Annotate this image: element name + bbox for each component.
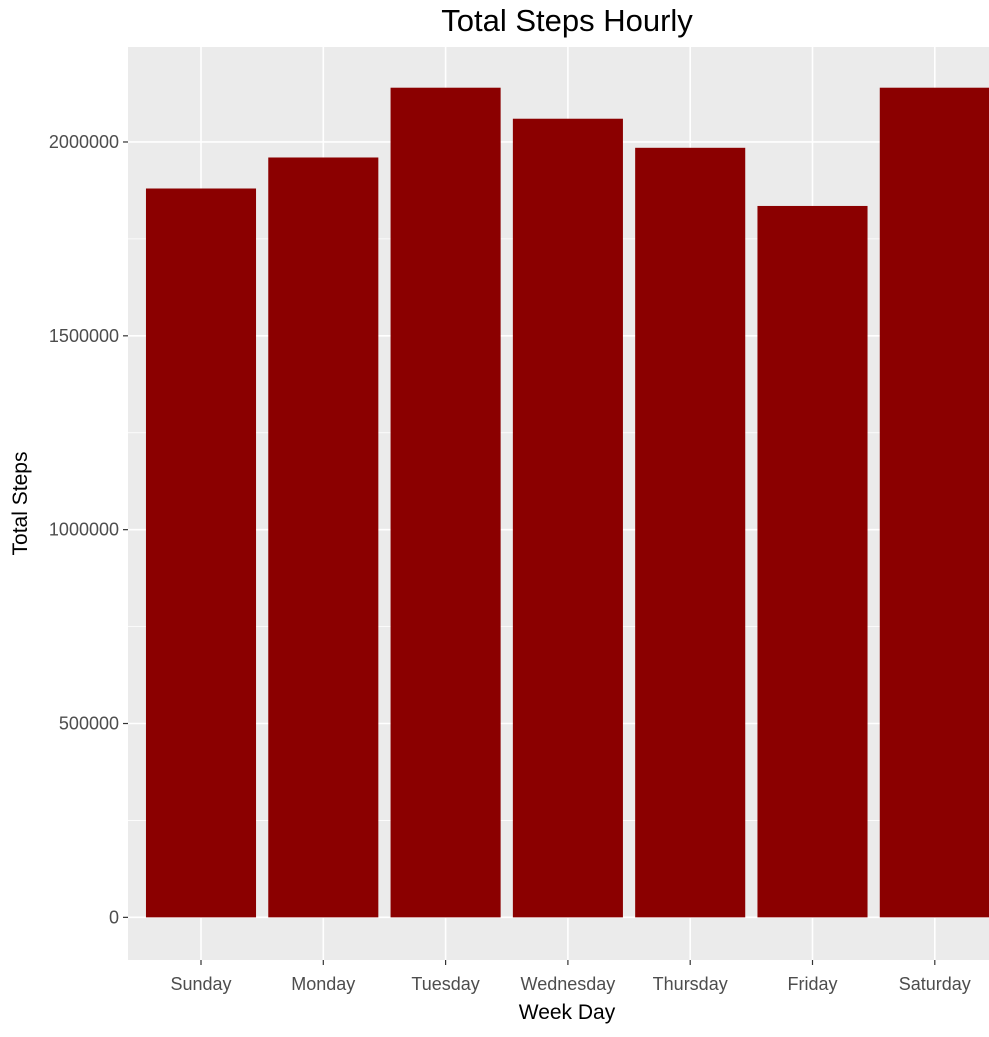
bar-tuesday bbox=[390, 87, 501, 918]
y-tick-label: 2000000 bbox=[49, 132, 119, 152]
x-tick-label: Friday bbox=[787, 974, 837, 994]
y-axis: 0 500000 1000000 1500000 2000000 bbox=[49, 132, 128, 927]
x-tick-label: Tuesday bbox=[411, 974, 479, 994]
bars bbox=[145, 87, 989, 918]
bar-saturday bbox=[879, 87, 989, 918]
bar-monday bbox=[268, 157, 379, 918]
chart-title: Total Steps Hourly bbox=[441, 3, 693, 38]
y-tick-label: 0 bbox=[109, 907, 119, 927]
y-axis-title: Total Steps bbox=[9, 452, 32, 556]
bar-wednesday bbox=[512, 118, 623, 918]
bar-sunday bbox=[145, 188, 257, 918]
x-tick-label: Thursday bbox=[653, 974, 728, 994]
x-axis: Sunday Monday Tuesday Wednesday Thursday Frid… bbox=[170, 960, 971, 994]
y-tick-label: 1500000 bbox=[49, 326, 119, 346]
x-axis-title: Week Day bbox=[519, 1001, 616, 1024]
y-tick-label: 500000 bbox=[59, 714, 119, 734]
x-tick-label: Sunday bbox=[170, 974, 231, 994]
x-tick-label: Wednesday bbox=[521, 974, 616, 994]
bar-thursday bbox=[635, 147, 746, 918]
y-tick-label: 1000000 bbox=[49, 520, 119, 540]
bar-friday bbox=[757, 205, 868, 918]
x-tick-label: Saturday bbox=[899, 974, 971, 994]
x-tick-label: Monday bbox=[291, 974, 355, 994]
